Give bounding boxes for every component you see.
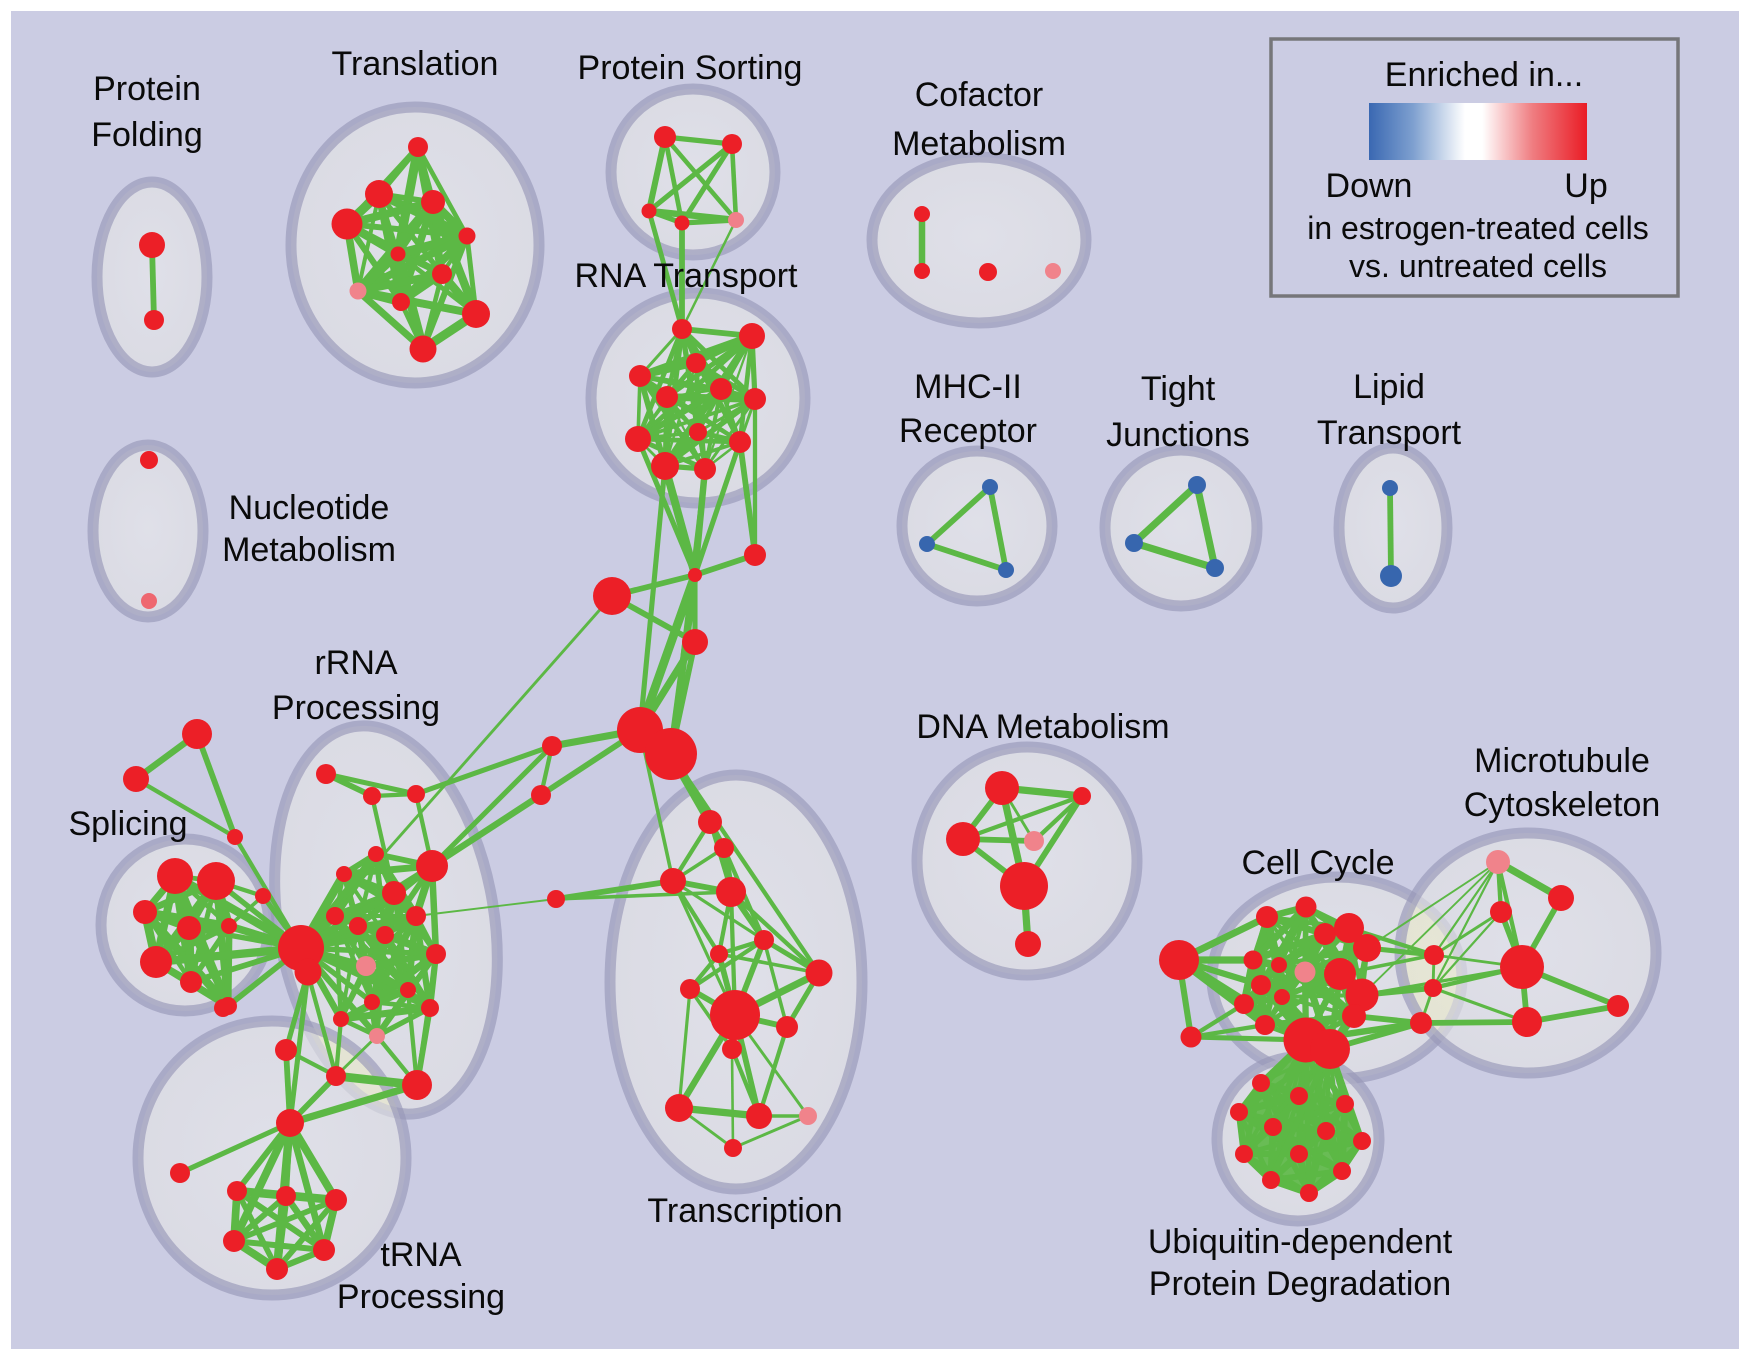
svg-text:Transcription: Transcription bbox=[647, 1192, 842, 1230]
svg-text:DNA Metabolism: DNA Metabolism bbox=[916, 708, 1169, 746]
svg-text:MHC-II: MHC-II bbox=[914, 368, 1022, 406]
svg-text:Splicing: Splicing bbox=[68, 805, 187, 843]
svg-text:Lipid: Lipid bbox=[1353, 368, 1425, 406]
svg-text:in estrogen-treated cells: in estrogen-treated cells bbox=[1307, 210, 1649, 246]
svg-text:Junctions: Junctions bbox=[1106, 416, 1250, 454]
svg-text:Folding: Folding bbox=[91, 116, 203, 154]
svg-text:Protein Degradation: Protein Degradation bbox=[1149, 1265, 1451, 1303]
svg-text:Translation: Translation bbox=[332, 45, 499, 83]
svg-text:Ubiquitin-dependent: Ubiquitin-dependent bbox=[1148, 1223, 1453, 1261]
svg-text:Cell Cycle: Cell Cycle bbox=[1241, 844, 1394, 882]
svg-text:Processing: Processing bbox=[337, 1278, 505, 1316]
svg-text:Metabolism: Metabolism bbox=[892, 125, 1066, 163]
svg-text:RNA Transport: RNA Transport bbox=[575, 257, 799, 295]
svg-text:Receptor: Receptor bbox=[899, 412, 1037, 450]
svg-text:Down: Down bbox=[1326, 167, 1413, 205]
svg-text:Tight: Tight bbox=[1141, 370, 1216, 408]
svg-text:Microtubule: Microtubule bbox=[1474, 742, 1650, 780]
svg-text:Cofactor: Cofactor bbox=[915, 76, 1044, 114]
svg-text:Protein: Protein bbox=[93, 70, 201, 108]
svg-text:Metabolism: Metabolism bbox=[222, 531, 396, 569]
svg-text:rRNA: rRNA bbox=[314, 644, 397, 682]
svg-text:Enriched in...: Enriched in... bbox=[1385, 56, 1583, 94]
svg-text:Up: Up bbox=[1564, 167, 1607, 205]
svg-text:Cytoskeleton: Cytoskeleton bbox=[1464, 786, 1661, 824]
svg-text:vs. untreated cells: vs. untreated cells bbox=[1349, 248, 1607, 284]
svg-text:Nucleotide: Nucleotide bbox=[229, 489, 390, 527]
svg-text:Transport: Transport bbox=[1317, 414, 1462, 452]
svg-text:Processing: Processing bbox=[272, 689, 440, 727]
svg-text:tRNA: tRNA bbox=[380, 1236, 462, 1274]
svg-text:Protein Sorting: Protein Sorting bbox=[578, 49, 803, 87]
